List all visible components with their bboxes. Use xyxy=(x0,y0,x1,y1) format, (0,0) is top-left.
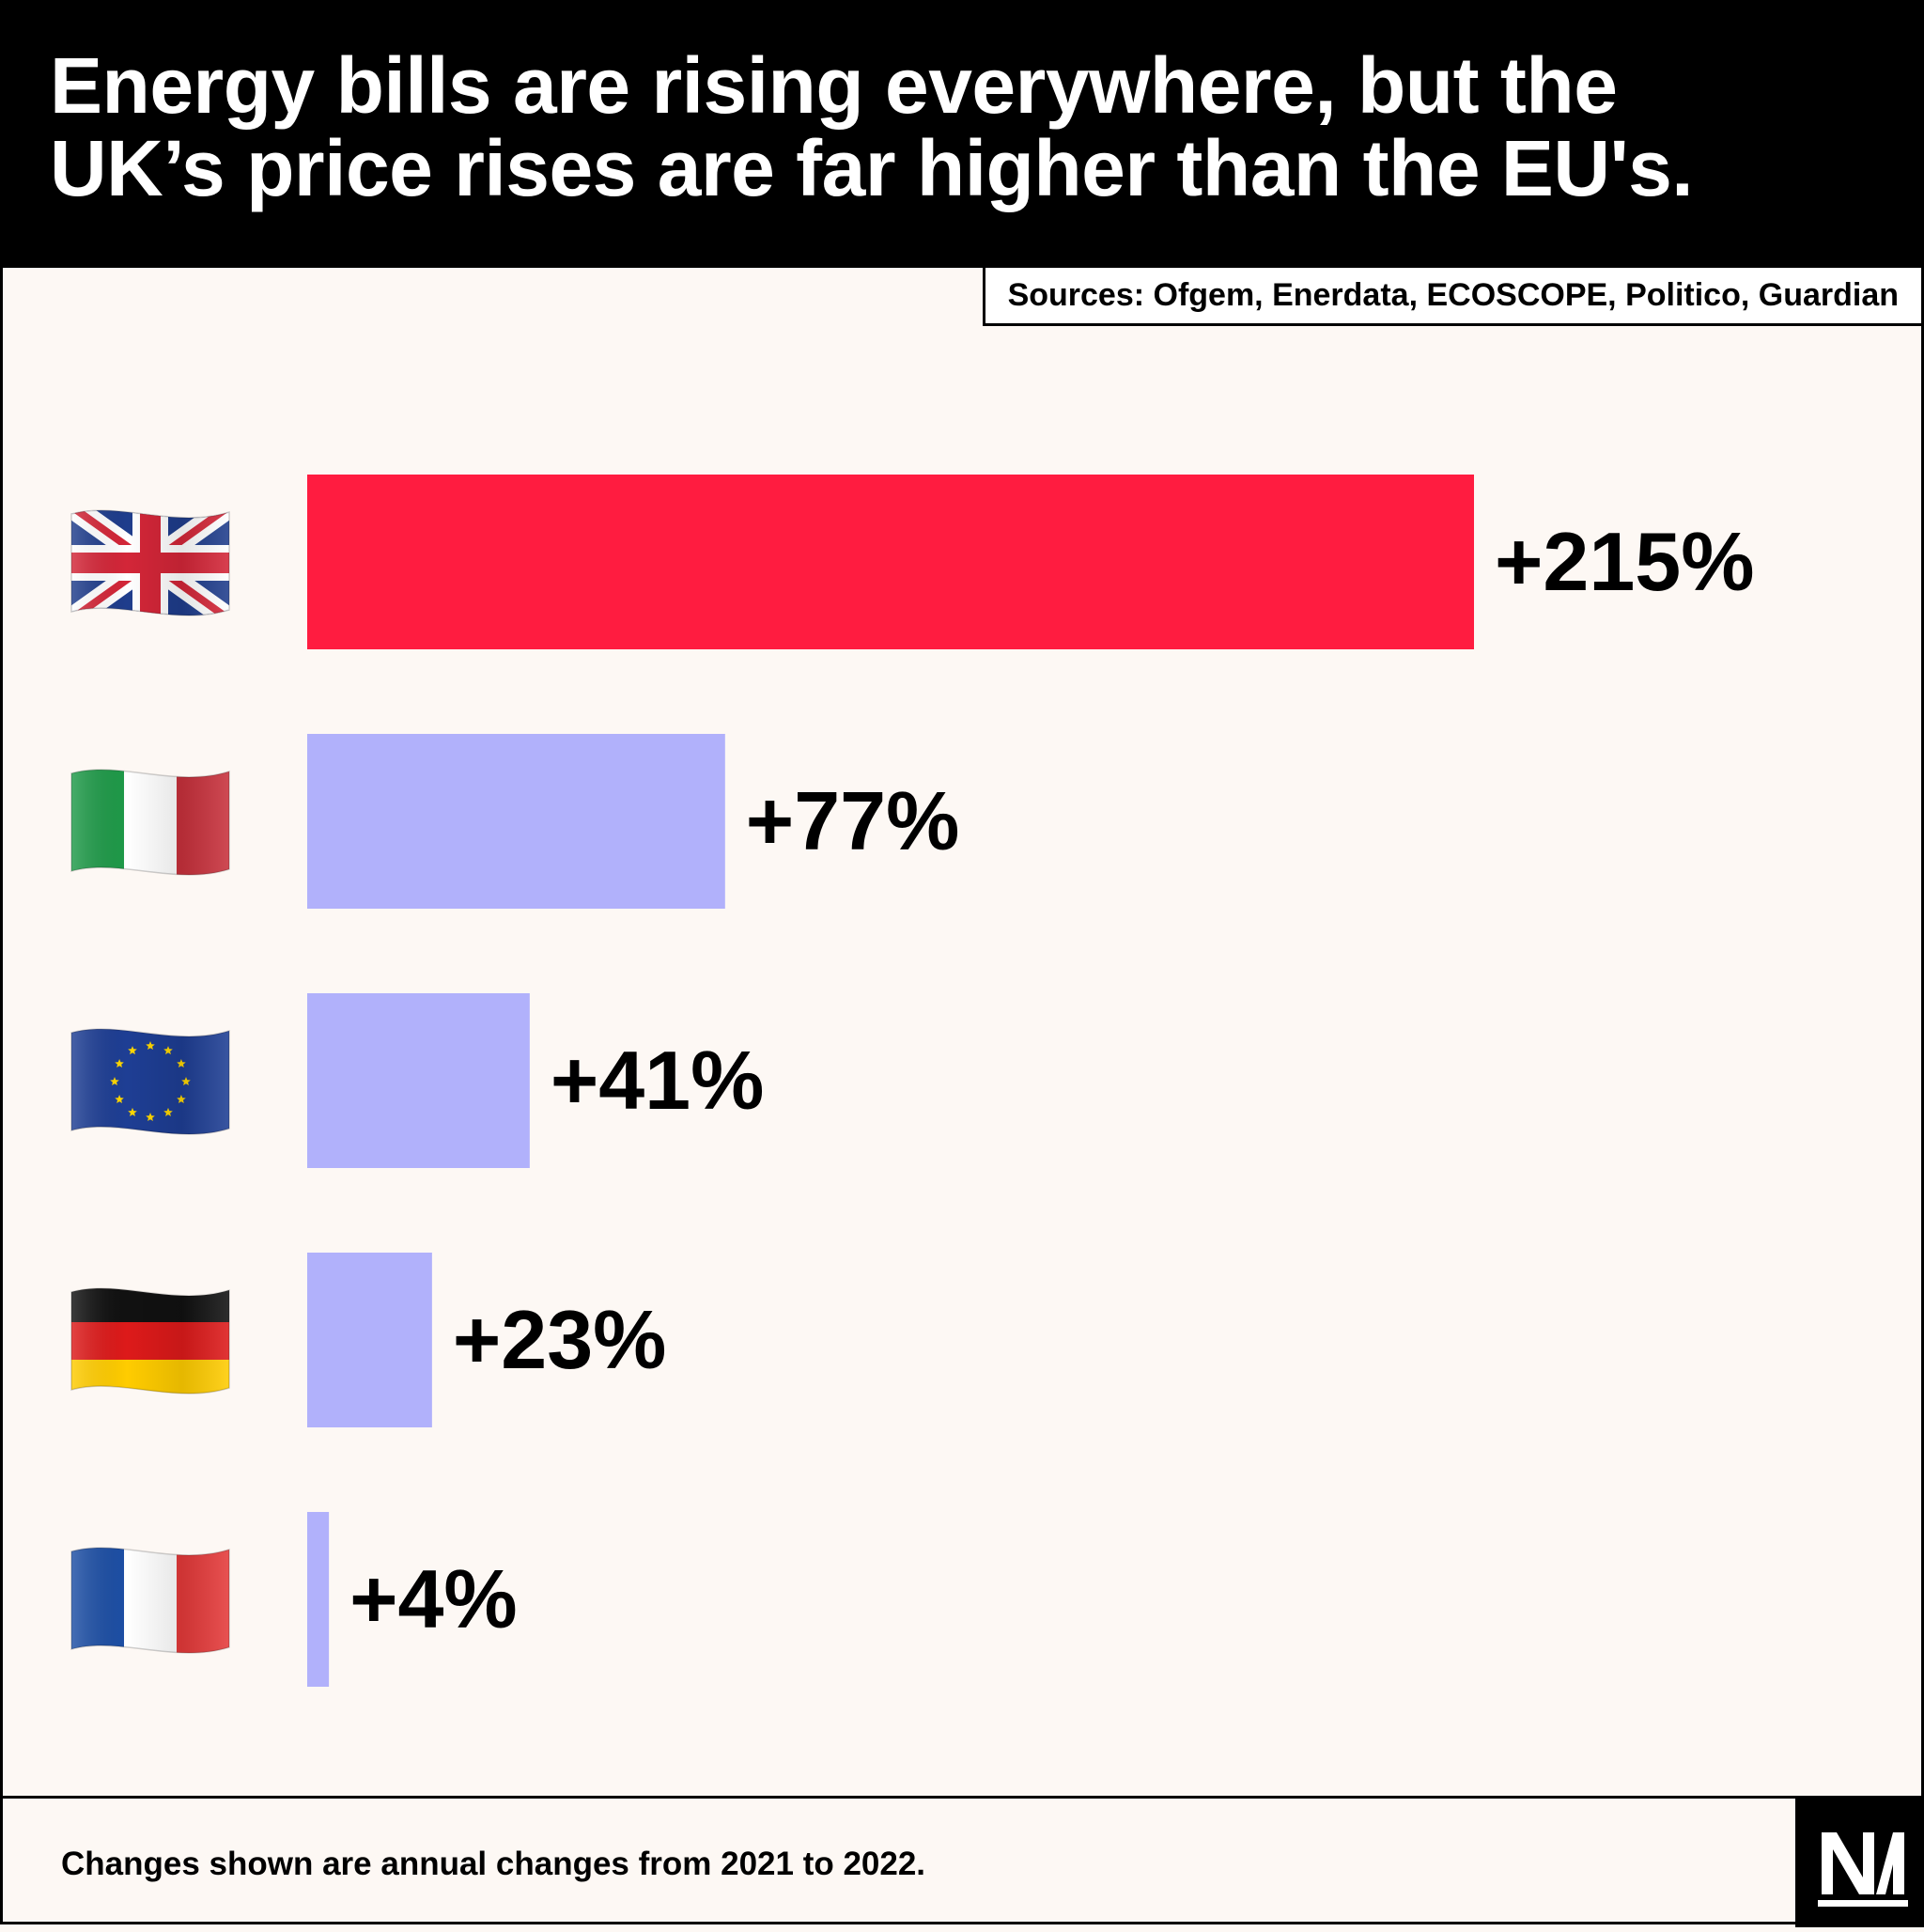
uk-flag-icon xyxy=(70,509,230,616)
value-label-italy: +77% xyxy=(746,774,960,867)
footer: Changes shown are annual changes from 20… xyxy=(3,1796,1924,1927)
eu-flag-icon xyxy=(70,1028,230,1135)
header: Energy bills are rising everywhere, but … xyxy=(3,3,1924,268)
bar-france xyxy=(307,1512,330,1687)
bar-eu xyxy=(307,993,530,1168)
value-label-germany: +23% xyxy=(453,1293,667,1386)
value-label-eu: +41% xyxy=(551,1034,765,1127)
chart-title: Energy bills are rising everywhere, but … xyxy=(50,44,1891,210)
title-line-1: Energy bills are rising everywhere, but … xyxy=(50,41,1618,130)
germany-flag-icon xyxy=(70,1287,230,1394)
brand-logo xyxy=(1795,1799,1924,1927)
sources-note: Sources: Ofgem, Enerdata, ECOSCOPE, Poli… xyxy=(982,268,1921,326)
footnote: Changes shown are annual changes from 20… xyxy=(61,1846,926,1882)
bar-germany xyxy=(307,1253,432,1427)
italy-flag-icon xyxy=(70,769,230,876)
bar-italy xyxy=(307,734,725,909)
title-line-2: UK’s price rises are far higher than the… xyxy=(50,124,1694,212)
value-label-uk: +215% xyxy=(1495,515,1754,608)
logo-mark-icon xyxy=(1818,1832,1908,1907)
value-label-france: +4% xyxy=(349,1552,518,1645)
france-flag-icon xyxy=(70,1547,230,1654)
bar-uk xyxy=(307,475,1474,649)
bar-chart: +215% +77% +41% +23% +4% xyxy=(70,475,1754,1687)
